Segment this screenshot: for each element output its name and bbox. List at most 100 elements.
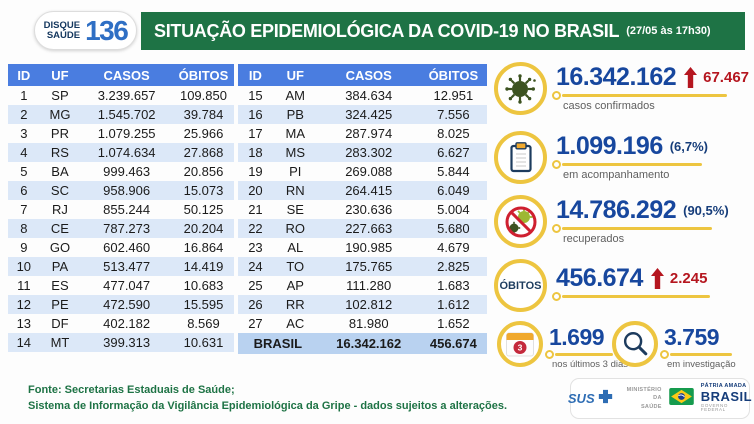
table-row: 17 MA 287.974 8.025 <box>238 124 487 143</box>
cell-obitos: 20.856 <box>183 164 224 179</box>
column-header: ÓBITOS <box>172 64 234 86</box>
cell-uf: PE <box>51 297 69 312</box>
cell-id: 14 <box>16 335 32 350</box>
table-row: 23 AL 190.985 4.679 <box>238 238 487 257</box>
cell-uf: SP <box>51 88 69 103</box>
total-obitos: 456.674 <box>419 333 487 354</box>
cell-uf: ES <box>51 278 69 293</box>
brazil-flag-icon <box>668 387 694 410</box>
stat-ultimos-3-dias: 3 1.699 nos últimos 3 dias <box>497 321 628 370</box>
cell-id: 19 <box>248 164 263 179</box>
confirmed-cases-value: 16.342.162 <box>556 63 677 91</box>
cell-obitos: 1.612 <box>437 297 470 312</box>
table-row: 20 RN 264.415 6.049 <box>238 181 487 200</box>
table-row: 3 PR 1.079.255 25.966 <box>8 124 234 143</box>
badge-line2: SAÚDE <box>46 29 81 41</box>
cell-uf: RR <box>285 297 305 312</box>
cell-id: 4 <box>20 145 28 160</box>
table-row: 14 MT 399.313 10.631 <box>8 333 234 352</box>
cell-obitos: 15.595 <box>183 297 224 312</box>
table-row: 19 PI 269.088 5.844 <box>238 162 487 181</box>
table-row: 21 SE 230.636 5.004 <box>238 200 487 219</box>
cell-id: 20 <box>248 183 263 198</box>
table-row: 27 AC 81.980 1.652 <box>238 314 487 333</box>
table-row: 12 PE 472.590 15.595 <box>8 295 234 314</box>
column-header: UF <box>272 64 318 86</box>
last-3-days-label: nos últimos 3 dias <box>552 359 629 371</box>
brasil-total-row: BRASIL 16.342.162 456.674 <box>238 333 487 354</box>
column-header: ID <box>8 64 40 86</box>
cell-uf: AM <box>285 88 306 103</box>
cell-casos: 111.280 <box>346 278 392 293</box>
stat-em-investigacao: 3.759 em investigação <box>612 321 736 370</box>
cell-obitos: 4.679 <box>437 240 470 255</box>
cell-uf: RO <box>285 221 306 236</box>
cell-casos: 602.460 <box>103 240 151 255</box>
cell-casos: 472.590 <box>103 297 151 312</box>
investigation-label: em investigação <box>667 359 736 371</box>
cell-casos: 287.974 <box>345 126 393 141</box>
table-row: 18 MS 283.302 6.627 <box>238 143 487 162</box>
cell-casos: 283.302 <box>345 145 393 160</box>
cell-uf: DF <box>51 316 69 331</box>
cell-id: 16 <box>248 107 263 122</box>
cell-uf: RS <box>50 145 69 160</box>
column-header: ÓBITOS <box>419 64 487 86</box>
obitos-badge: ÓBITOS <box>494 259 547 312</box>
state-table-right: ID UF CASOS ÓBITOS 15 AM 384.634 12.951 16 PB 324… <box>238 64 487 354</box>
column-header: CASOS <box>80 64 173 86</box>
clipboard-icon <box>494 131 547 184</box>
cell-uf: PB <box>286 107 304 122</box>
table-row: 24 TO 175.765 2.825 <box>238 257 487 276</box>
up-arrow-icon <box>650 267 664 289</box>
table-row: 4 RS 1.074.634 27.868 <box>8 143 234 162</box>
cell-id: 5 <box>20 164 28 179</box>
cell-uf: MA <box>285 126 306 141</box>
cell-casos: 81.980 <box>348 316 389 331</box>
total-label: BRASIL <box>238 333 318 354</box>
source-note: Fonte: Secretarias Estaduais de Saúde; S… <box>28 383 507 415</box>
cell-obitos: 25.966 <box>183 126 224 141</box>
cell-casos: 1.079.255 <box>97 126 156 141</box>
cell-casos: 190.985 <box>345 240 393 255</box>
no-virus-icon <box>494 195 547 248</box>
cell-obitos: 16.864 <box>183 240 224 255</box>
cell-uf: RJ <box>52 202 68 217</box>
cell-uf: SC <box>50 183 69 198</box>
cell-obitos: 15.073 <box>183 183 224 198</box>
cell-id: 17 <box>248 126 263 141</box>
svg-text:3: 3 <box>518 343 523 353</box>
last-3-days-value: 1.699 <box>549 324 605 350</box>
table-row: 16 PB 324.425 7.556 <box>238 105 487 124</box>
cell-uf: SE <box>286 202 304 217</box>
government-logos: SUS MINISTÉRIO DA SAÚDE PÁTRIA AMADA BRA… <box>568 378 752 419</box>
cell-id: 10 <box>16 259 32 274</box>
cell-id: 23 <box>248 240 263 255</box>
gold-underline <box>552 90 727 100</box>
monitoring-value: 1.099.196 <box>556 132 663 160</box>
cell-obitos: 14.419 <box>183 259 224 274</box>
cell-obitos: 1.683 <box>437 278 470 293</box>
timestamp: (27/05 às 17h30) <box>626 25 711 37</box>
cell-obitos: 109.850 <box>179 88 227 103</box>
stat-casos-confirmados: 16.342.162 67.467 casos confirmados <box>494 62 749 115</box>
cell-id: 22 <box>248 221 263 236</box>
cell-casos: 1.545.702 <box>97 107 156 122</box>
cell-casos: 402.182 <box>103 316 151 331</box>
column-header: CASOS <box>317 64 420 86</box>
monitoring-label: em acompanhamento <box>563 169 670 182</box>
cell-obitos: 2.825 <box>437 259 470 274</box>
cell-id: 12 <box>16 297 32 312</box>
cell-uf: GO <box>49 240 71 255</box>
gold-underline <box>552 159 702 169</box>
column-header: ID <box>238 64 273 86</box>
cell-casos: 264.415 <box>345 183 393 198</box>
cell-uf: MS <box>285 145 306 160</box>
cell-id: 25 <box>248 278 263 293</box>
source-line2: Sistema de Informação da Vigilância Epid… <box>28 399 508 412</box>
table-header-row: ID UF CASOS ÓBITOS <box>238 64 487 86</box>
badge-number: 136 <box>85 14 129 46</box>
cell-obitos: 50.125 <box>183 202 224 217</box>
cell-obitos: 8.025 <box>437 126 470 141</box>
cell-obitos: 5.680 <box>437 221 470 236</box>
